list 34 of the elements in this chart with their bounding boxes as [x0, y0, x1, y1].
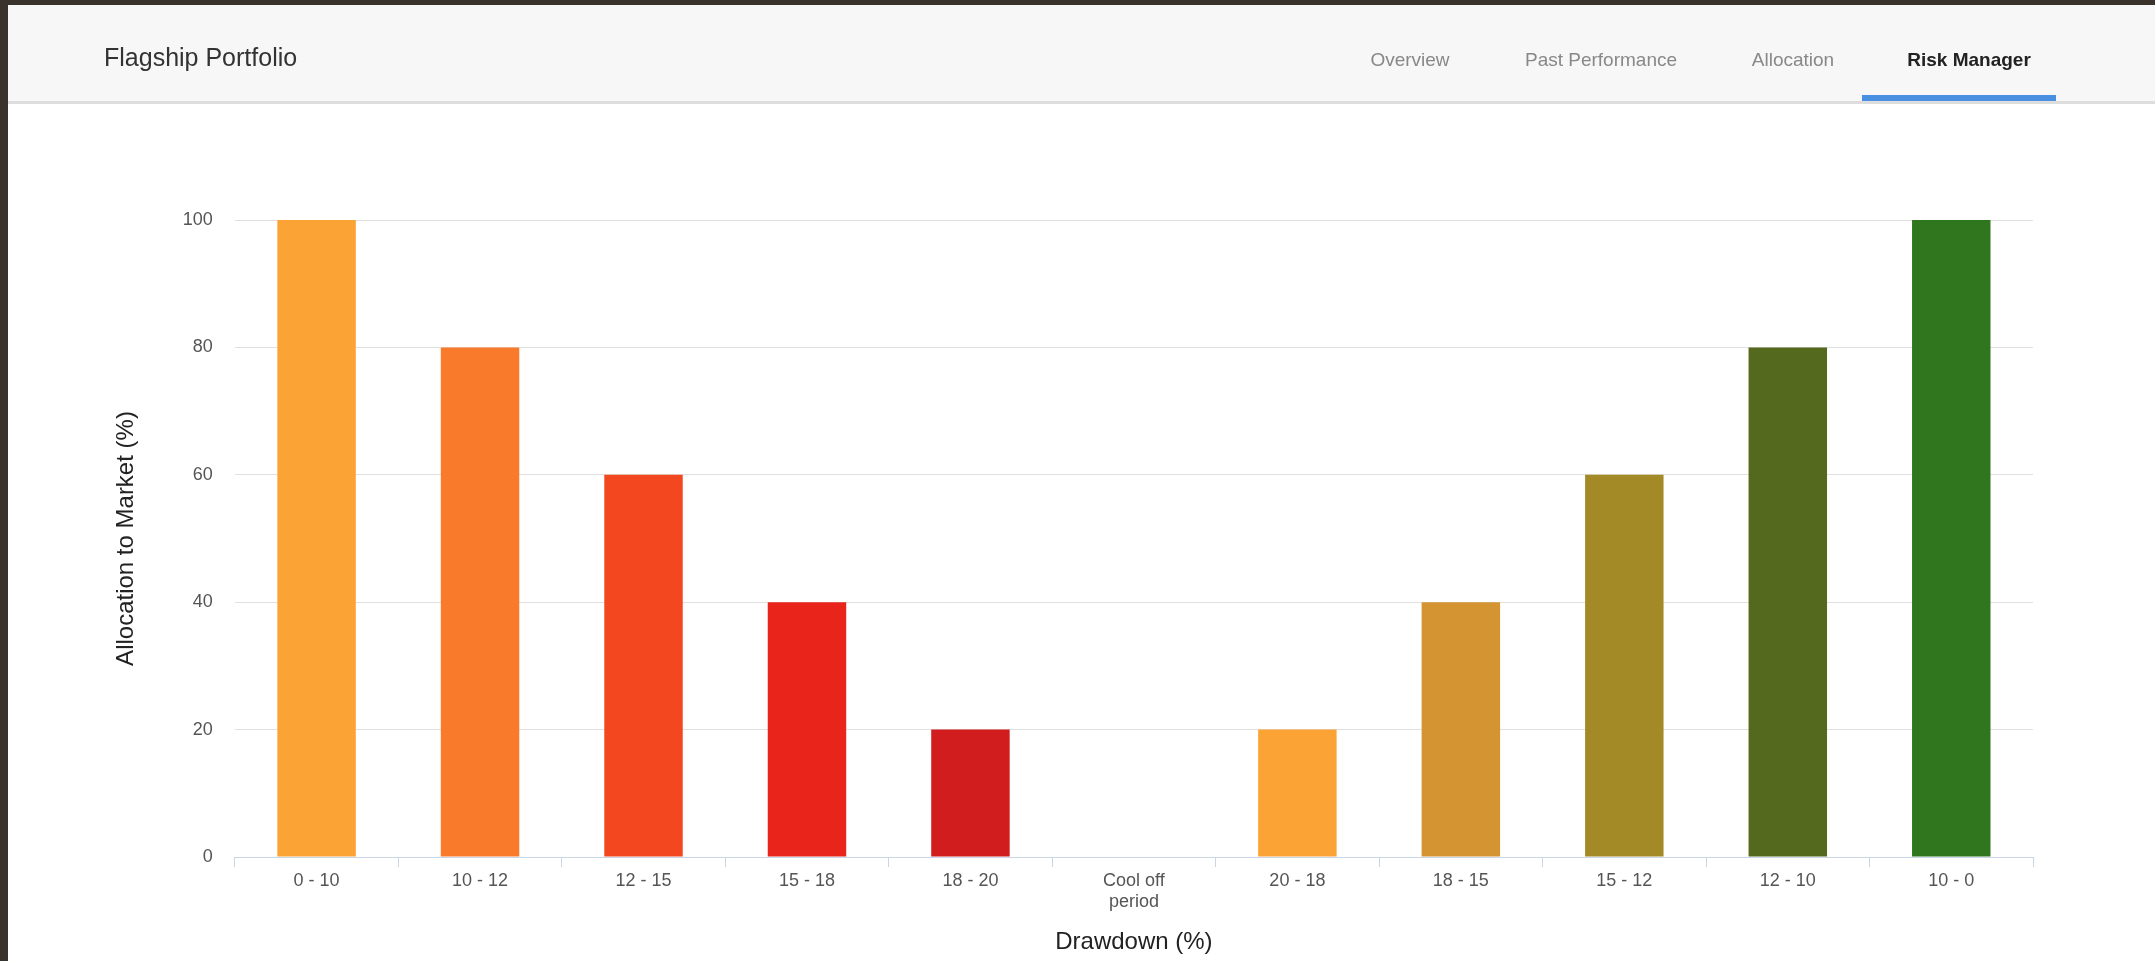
chart-title: Flagship Portfolio: [104, 43, 298, 72]
x-tick-label: 15 - 18: [778, 869, 835, 890]
x-tick-label: Cool off period: [1103, 869, 1166, 912]
x-axis-title: Drawdown (%): [1055, 927, 1213, 955]
bar: [767, 602, 847, 857]
x-tick-label: 0 - 10: [293, 869, 340, 890]
x-tick-label: 12 - 15: [615, 869, 672, 890]
x-tick-label: 15 - 12: [1596, 869, 1653, 890]
bar: [1258, 729, 1337, 857]
x-tick-label: 10 - 12: [452, 869, 509, 890]
text: Risk Manager: [1907, 49, 2031, 71]
x-tick-label: 18 - 20: [942, 869, 999, 890]
bar: [1421, 602, 1501, 857]
text: Allocation: [1751, 49, 1835, 71]
x-tick-label: 20 - 18: [1269, 869, 1326, 890]
y-tick-label: 40: [192, 591, 213, 612]
y-tick-label: 0: [202, 845, 213, 866]
bar: [1748, 347, 1828, 857]
bar: [277, 220, 356, 857]
y-tick-label: 100: [182, 208, 213, 229]
bar: [1912, 220, 1991, 857]
y-tick-label: 80: [192, 336, 213, 357]
x-tick-label: 18 - 15: [1432, 869, 1489, 890]
bar: [931, 729, 1010, 857]
x-tick-label: 10 - 0: [1928, 869, 1975, 890]
y-tick-label: 20: [192, 718, 213, 739]
bar: [1585, 474, 1664, 857]
x-tick-label: 12 - 10: [1759, 869, 1816, 890]
y-axis-title: Allocation to Market (%): [111, 411, 139, 666]
y-tick-label: 60: [192, 463, 213, 484]
bar: [604, 474, 683, 857]
text: Overview: [1370, 49, 1450, 71]
text: Past Performance: [1524, 49, 1678, 71]
bar: [440, 347, 520, 857]
